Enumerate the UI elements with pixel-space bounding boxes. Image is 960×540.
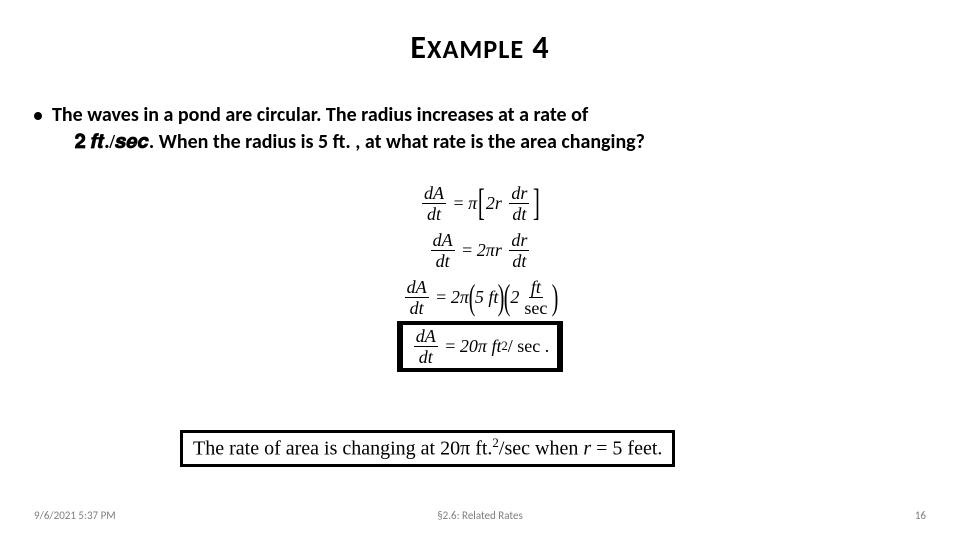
equation-2: dAdt = 2πr drdt — [428, 231, 533, 270]
equations: dAdt = π [ 2r drdt ] dAdt = 2πr drdt dAd… — [0, 180, 960, 372]
equation-4: dAdt = 20π ft2 / sec . — [403, 325, 557, 368]
problem-statement: The waves in a pond are circular. The ra… — [34, 102, 930, 156]
footer-section: §2.6: Related Rates — [0, 509, 960, 522]
equation-1: dAdt = π [ 2r drdt ] — [419, 184, 541, 223]
slide-title: EXAMPLE 4 — [0, 28, 960, 67]
footer-page-number: 16 — [915, 509, 926, 522]
problem-text: The waves in a pond are circular. The ra… — [52, 102, 930, 156]
equation-3: dAdt = 2π (5 ft) ( 2 ftsec ) — [402, 278, 559, 317]
conclusion-text: The rate of area is changing at 20π ft.2… — [183, 433, 672, 464]
bullet-icon — [34, 112, 42, 120]
conclusion-box: The rate of area is changing at 20π ft.2… — [180, 430, 675, 467]
slide: EXAMPLE 4 The waves in a pond are circul… — [0, 0, 960, 540]
equation-4-box: dAdt = 20π ft2 / sec . — [397, 321, 563, 372]
